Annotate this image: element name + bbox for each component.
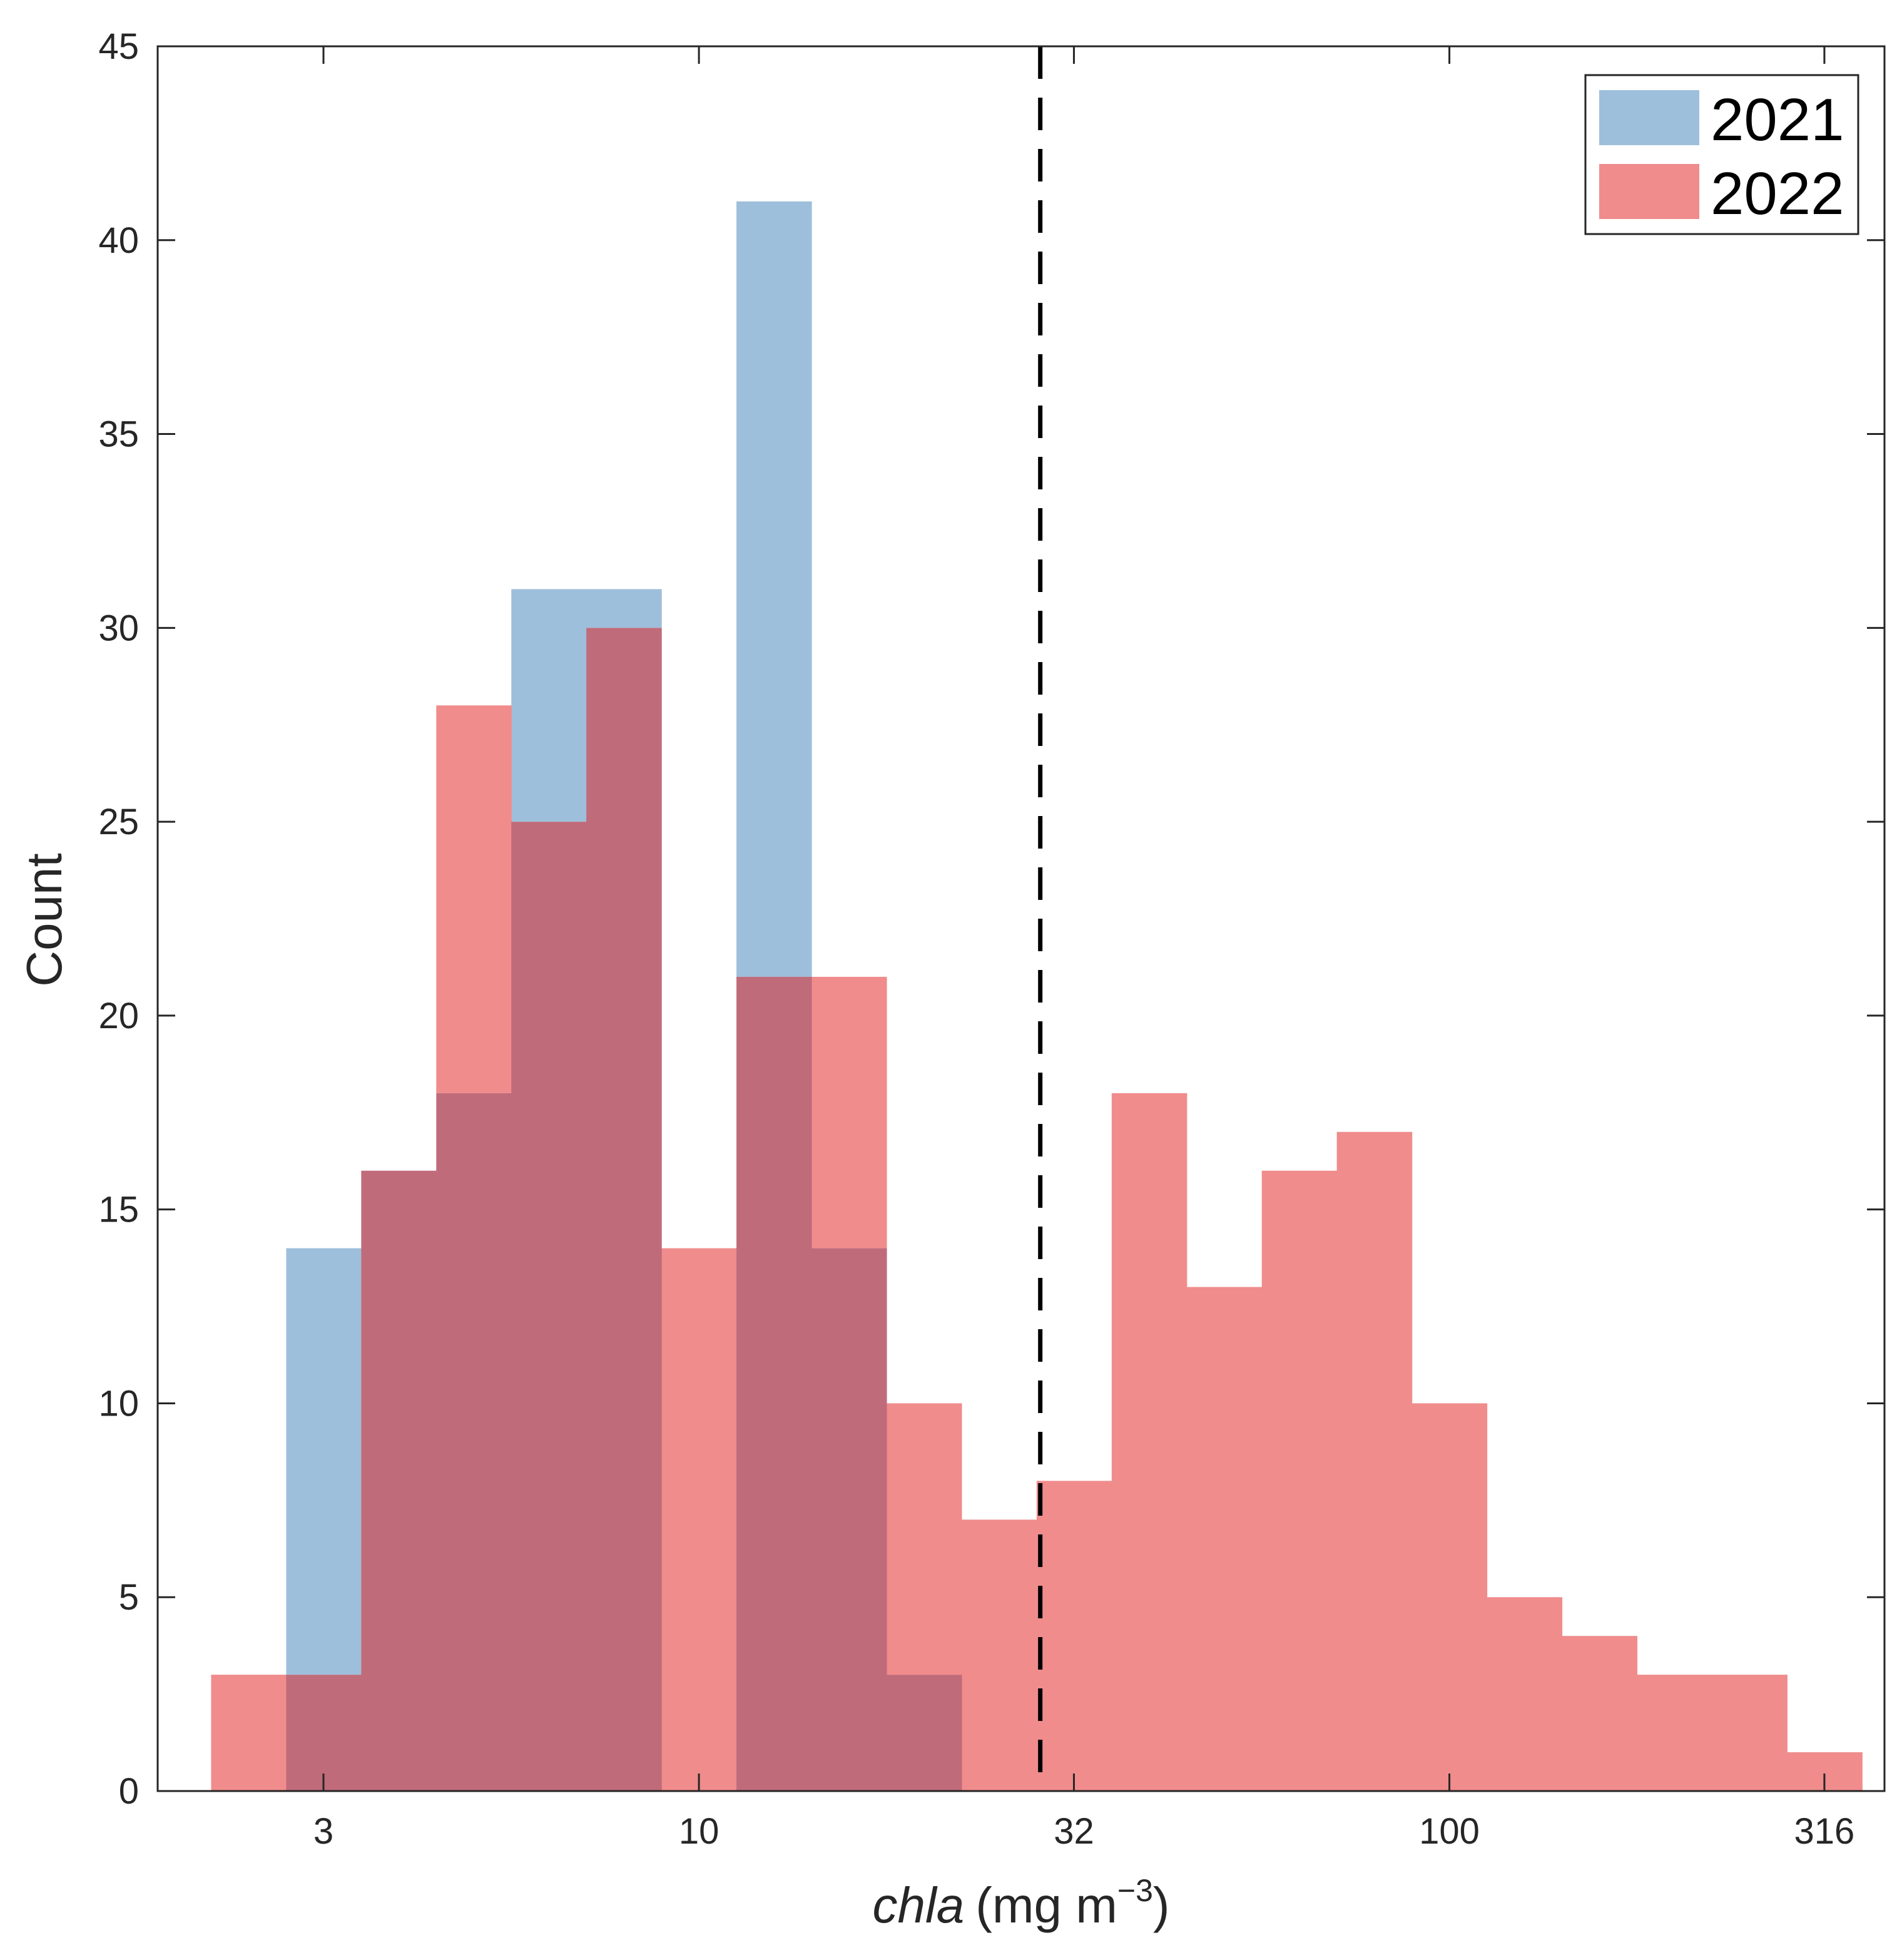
y-tick-label-15: 15 — [98, 1190, 139, 1230]
overlap-bars — [286, 628, 962, 1792]
bar-2022-bin-13 — [1186, 1287, 1263, 1791]
bar-2022-bin-9 — [886, 1403, 962, 1675]
bar-overlap-bin-4 — [511, 822, 587, 1791]
bar-overlap-bin-8 — [811, 1248, 887, 1791]
legend-swatch-2021 — [1599, 90, 1699, 145]
bar-overlap-bin-7 — [736, 976, 812, 1791]
bar-2022-bin-14 — [1261, 1170, 1338, 1791]
x-tick-labels: 3 10 32 100 316 — [313, 1811, 1854, 1852]
x-axis-label-exponent: −3 — [1117, 1873, 1153, 1908]
legend-label-2021: 2021 — [1711, 86, 1844, 153]
legend-swatch-2022 — [1599, 164, 1699, 219]
bar-2022-bin-18 — [1562, 1636, 1638, 1791]
y-tick-label-0: 0 — [119, 1771, 139, 1812]
bar-2022-bin-0 — [211, 1675, 287, 1791]
bar-2021-bin-4 — [511, 589, 587, 822]
y-tick-label-35: 35 — [98, 414, 139, 455]
bar-2022-bin-8 — [811, 976, 887, 1248]
legend-label-2022: 2022 — [1711, 160, 1844, 227]
x-tick-label-0: 3 — [313, 1811, 333, 1852]
series-2022-bars — [211, 705, 1863, 1791]
y-axis-label: Count — [16, 853, 72, 986]
x-axis-label-variable: chla — [872, 1877, 964, 1933]
axes-box — [156, 45, 1886, 1792]
bar-2022-bin-11 — [1036, 1481, 1112, 1791]
bar-2022-bin-19 — [1637, 1675, 1712, 1791]
bar-2022-bin-20 — [1712, 1675, 1788, 1791]
y-tick-label-5: 5 — [119, 1577, 139, 1618]
y-tick-label-25: 25 — [98, 802, 139, 842]
bar-overlap-bin-3 — [436, 1093, 512, 1791]
x-tick-label-3: 100 — [1419, 1811, 1480, 1852]
bar-overlap-bin-2 — [361, 1170, 437, 1791]
bar-overlap-bin-1 — [286, 1675, 362, 1791]
axis-ticks — [158, 45, 1884, 1792]
bar-2022-bin-16 — [1411, 1403, 1488, 1791]
y-tick-label-40: 40 — [98, 220, 139, 261]
y-tick-labels: 0 5 10 15 20 25 30 35 40 45 — [98, 26, 139, 1812]
x-tick-label-1: 10 — [679, 1811, 720, 1852]
bar-2022-bin-10 — [961, 1519, 1037, 1791]
bar-2022-bin-15 — [1336, 1131, 1413, 1791]
bar-overlap-bin-9 — [886, 1675, 962, 1791]
legend: 2021 2022 — [1584, 74, 1859, 235]
x-tick-label-4: 316 — [1794, 1811, 1855, 1852]
bar-2022-bin-3 — [436, 705, 512, 1093]
bar-2021-bin-1 — [286, 1248, 362, 1675]
y-tick-label-20: 20 — [98, 996, 139, 1036]
y-tick-label-30: 30 — [98, 608, 139, 648]
bar-2022-bin-17 — [1487, 1597, 1563, 1791]
bar-2021-bin-5 — [586, 589, 662, 628]
series-2021-bars — [286, 201, 812, 1675]
bar-2022-bin-12 — [1111, 1093, 1187, 1791]
bar-2021-bin-7 — [736, 201, 812, 977]
x-axis-label-close: ) — [1153, 1877, 1170, 1933]
bar-2022-bin-6 — [661, 1248, 737, 1791]
x-axis-label: chla (mg m−3) — [872, 1873, 1169, 1933]
bar-overlap-bin-5 — [586, 628, 662, 1792]
y-tick-label-10: 10 — [98, 1383, 139, 1424]
x-tick-label-2: 32 — [1054, 1811, 1094, 1852]
x-axis-label-units: (mg m — [975, 1877, 1117, 1933]
y-tick-label-45: 45 — [98, 26, 139, 67]
